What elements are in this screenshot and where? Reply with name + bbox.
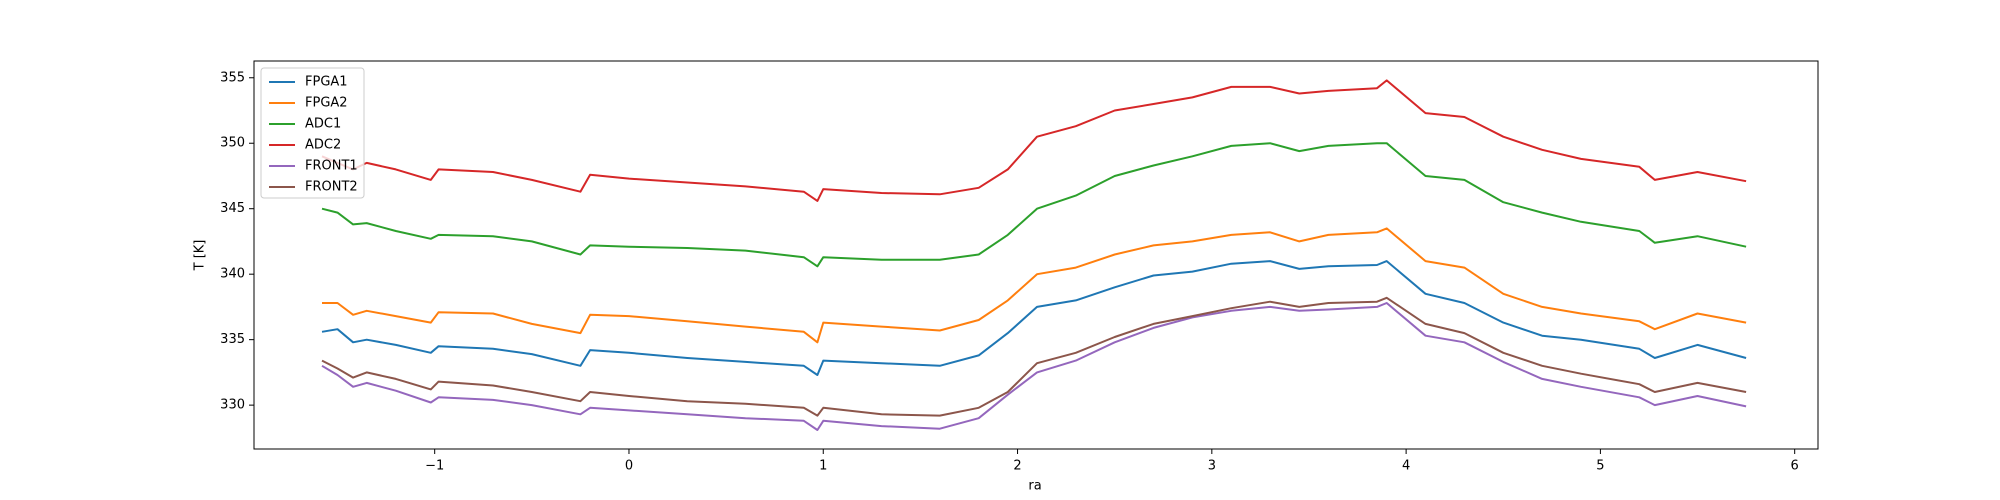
series-line [322,227,1747,344]
y-tick-label: 330 [220,398,245,413]
y-tick-label: 345 [220,201,245,216]
x-tick-label: 0 [625,459,633,474]
y-tick-label: 355 [220,70,245,85]
x-tick-label: −1 [425,459,444,474]
legend-label: FRONT2 [305,180,358,195]
legend-label: ADC2 [305,138,341,153]
legend-label: FPGA2 [305,96,348,111]
y-tick-label: 335 [220,332,245,347]
legend-label: ADC1 [305,117,341,132]
x-tick-label: 6 [1791,459,1799,474]
series-line [321,296,1747,417]
series-line [321,260,1747,376]
x-tick-label: 4 [1402,459,1410,474]
x-axis-label: ra [1028,479,1041,494]
series-line [321,302,1747,431]
y-axis-label: T [K] [193,240,208,272]
y-tick-label: 340 [220,267,245,282]
plot-frame [253,60,1819,450]
y-tick-label: 350 [220,136,245,151]
series-line [321,142,1747,268]
x-tick-label: 1 [819,459,827,474]
legend-label: FPGA1 [305,75,348,90]
legend-label: FRONT1 [305,159,358,174]
x-tick-label: 5 [1596,459,1604,474]
x-tick-label: 3 [1208,459,1216,474]
series-line [321,79,1747,202]
x-tick-label: 2 [1013,459,1021,474]
